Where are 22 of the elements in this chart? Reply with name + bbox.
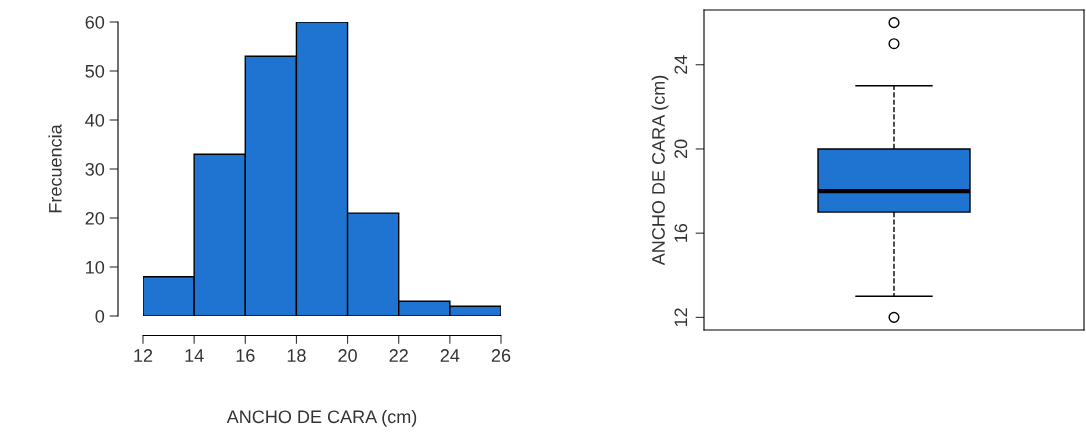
y-tick-label: 16 — [674, 223, 688, 242]
x-tick-label: 22 — [389, 349, 408, 362]
y-tick-label: 12 — [674, 308, 688, 327]
x-tick-label: 24 — [440, 349, 460, 362]
y-tick-label: 40 — [85, 113, 105, 127]
y-tick-label: 20 — [85, 211, 105, 225]
y-axis-title: Frecuencia — [48, 124, 62, 213]
y-tick-label: 50 — [85, 64, 105, 78]
y-tick-label: 20 — [674, 139, 688, 159]
x-tick-label: 12 — [134, 349, 153, 362]
x-tick-label: 18 — [287, 349, 306, 362]
x-tick-label: 20 — [338, 349, 357, 362]
y-tick-label: 10 — [86, 260, 105, 274]
x-tick-label: 26 — [491, 349, 511, 362]
y-tick-label: 60 — [85, 15, 105, 29]
x-tick-label: 14 — [185, 349, 204, 362]
y-tick-label: 0 — [95, 309, 105, 323]
y-tick-label: 30 — [85, 162, 105, 176]
y-tick-label: 24 — [674, 55, 688, 74]
x-axis-title: ANCHO DE CARA (cm) — [226, 409, 417, 427]
x-tick-label: 16 — [236, 349, 255, 362]
y-axis-title: ANCHO DE CARA (cm) — [651, 75, 669, 266]
